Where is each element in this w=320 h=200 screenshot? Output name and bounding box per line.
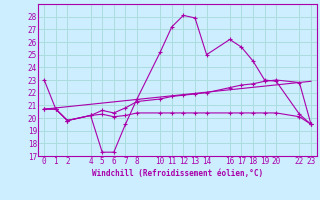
X-axis label: Windchill (Refroidissement éolien,°C): Windchill (Refroidissement éolien,°C)	[92, 169, 263, 178]
